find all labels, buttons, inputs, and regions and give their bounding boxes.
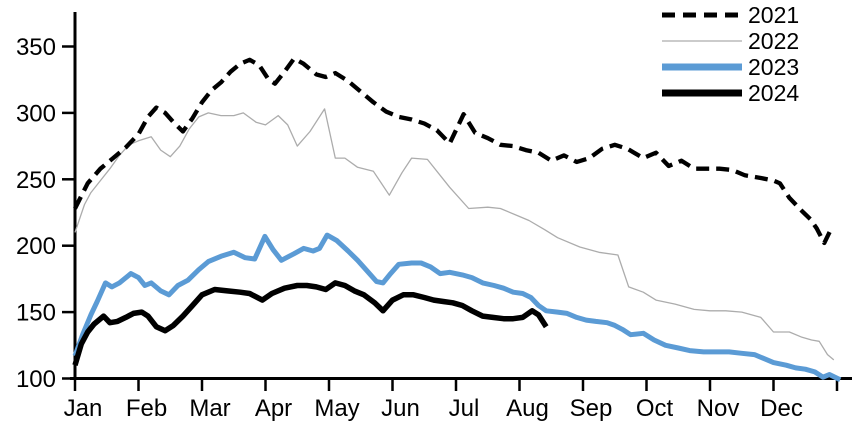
x-axis-tick-label: Jul	[449, 395, 480, 422]
series-line-2023	[72, 232, 842, 383]
legend-line-sample-2023	[662, 63, 742, 71]
x-axis-tick-label: Jan	[64, 395, 103, 422]
x-axis-tick-label: Apr	[255, 395, 292, 422]
legend-label-2024: 2024	[748, 80, 800, 106]
x-axis-tick-label: Jun	[381, 395, 420, 422]
x-axis-tick-label: Oct	[636, 395, 674, 422]
x-axis-tick-label: Dec	[760, 395, 803, 422]
legend-item-2023: 2023	[652, 54, 799, 80]
series-line-2022	[74, 108, 835, 361]
legend-label-2022: 2022	[748, 28, 800, 54]
y-axis-tick-label: 150	[16, 300, 56, 327]
x-axis-tick-label: Nov	[697, 395, 740, 422]
legend-line-sample-2021	[662, 12, 742, 18]
y-axis-tick-label: 350	[16, 34, 56, 61]
series-line-2024	[72, 280, 549, 366]
legend-line-sample-2022	[662, 40, 742, 42]
legend-line-sample-2024	[662, 89, 742, 97]
y-axis-tick-label: 200	[16, 233, 56, 260]
x-axis-tick-label: Mar	[189, 395, 230, 422]
x-axis-tick-label: Sep	[570, 395, 613, 422]
x-axis-tick-label: Feb	[126, 395, 167, 422]
chart-legend: 2021 2022 2023 2024	[652, 2, 799, 106]
legend-item-2022: 2022	[652, 28, 799, 54]
x-axis-tick-label: Aug	[506, 395, 549, 422]
series-line-2021	[73, 56, 835, 246]
y-axis-tick-label: 300	[16, 100, 56, 127]
legend-label-2023: 2023	[748, 54, 800, 80]
legend-item-2024: 2024	[652, 80, 799, 106]
y-axis-tick-label: 250	[16, 167, 56, 194]
y-axis-tick-label: 100	[16, 366, 56, 393]
legend-item-2021: 2021	[652, 2, 799, 28]
x-axis-tick-label: May	[314, 395, 359, 422]
legend-label-2021: 2021	[748, 2, 800, 28]
